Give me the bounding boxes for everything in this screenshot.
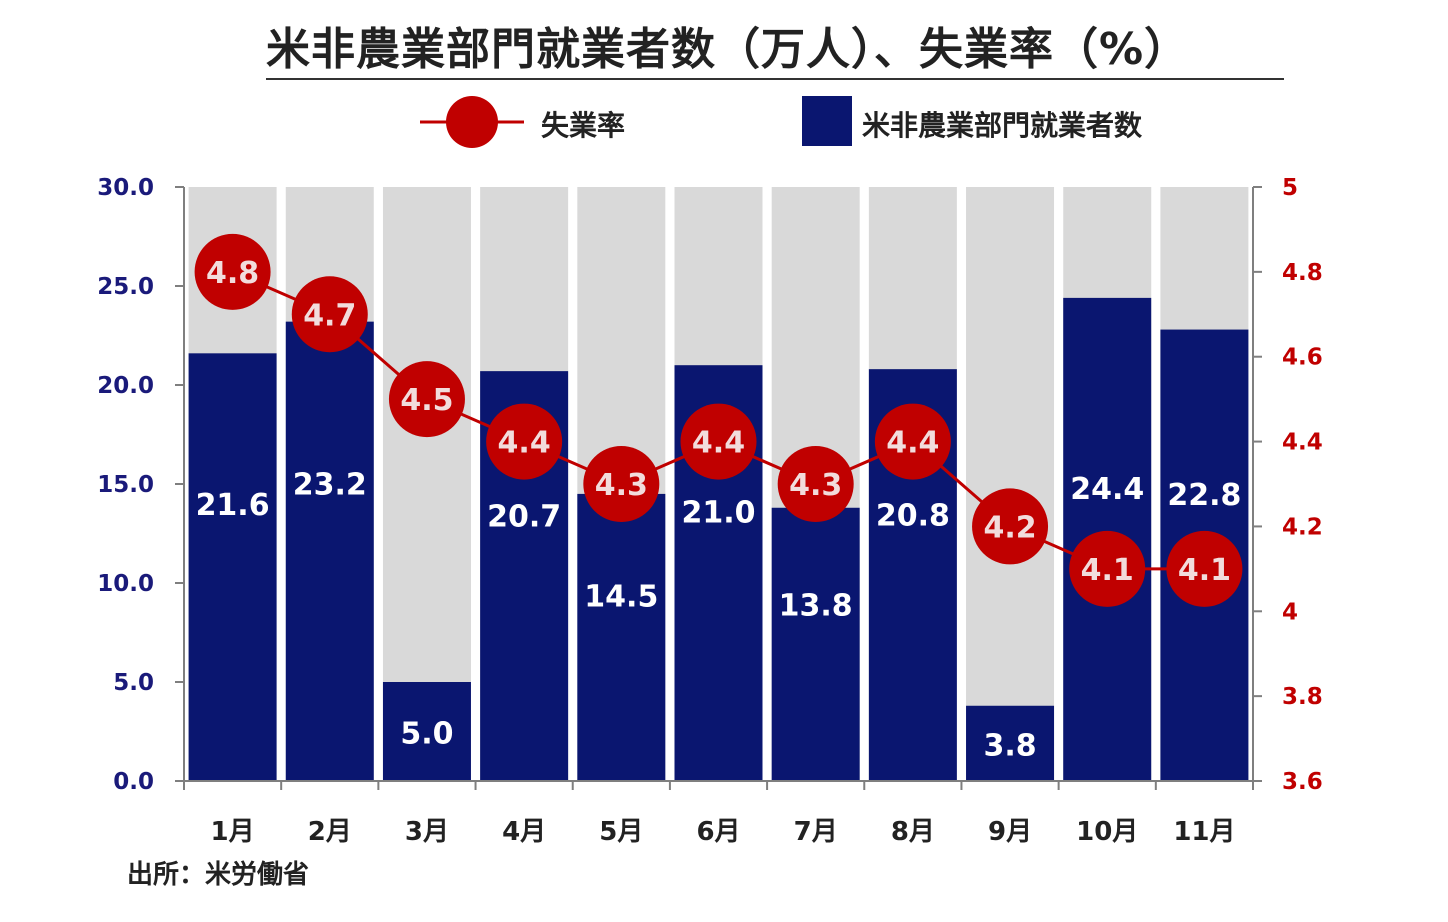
left-tick-label: 30.0 [97,175,154,201]
source-note: 出所：米労働省 [127,860,310,890]
bar-value-label: 5.0 [400,717,453,752]
left-tick-label: 15.0 [97,472,154,498]
right-tick-label: 3.6 [1282,769,1323,795]
left-tick-label: 10.0 [97,571,154,597]
x-tick-label: 5月 [599,817,643,847]
bar-value-label: 22.8 [1167,478,1241,513]
rate-marker-4 [486,403,563,480]
x-tick-label: 10月 [1076,817,1138,847]
rate-value-label: 4.1 [1081,553,1134,588]
rate-marker-3 [388,361,465,438]
rate-marker-1 [194,233,271,310]
bar-value-label: 20.7 [487,500,561,535]
x-tick-label: 2月 [308,817,352,847]
right-tick-label: 4.6 [1282,345,1323,371]
rate-value-label: 4.2 [983,510,1036,545]
bar-series [188,297,1249,781]
legend-bar-swatch [802,96,852,146]
x-tick-label: 11月 [1173,817,1235,847]
legend-label-payrolls: 米非農業部門就業者数 [862,109,1143,142]
x-tick-label: 4月 [502,817,546,847]
chart-title: 米非農業部門就業者数（万人）、失業率（%） [266,22,1284,80]
legend-label-rate: 失業率 [541,109,626,142]
x-tick-label: 3月 [405,817,449,847]
bar-background [966,187,1055,781]
rate-marker-6 [680,403,757,480]
rate-value-label: 4.5 [400,383,453,418]
rate-value-label: 4.4 [498,426,551,461]
legend-marker-swatch [446,96,498,148]
rate-value-label: 4.7 [303,298,356,333]
bar-1 [188,353,277,781]
bar-9 [966,705,1055,781]
axes: 1月 2月 3月 4月 5月 6月 7月 8月 9月 10月 11月 0.0 5.0 10.0 15.0 20… [97,175,1323,847]
rate-marker-2 [291,276,368,353]
rate-marker-5 [583,446,660,522]
bar-7 [771,507,860,781]
bar-5 [577,493,666,781]
bar-2 [285,321,374,781]
left-tick-label: 5.0 [113,670,154,696]
rate-marker-11 [1166,530,1243,607]
bar-value-label: 21.6 [196,488,270,523]
rate-marker-9 [972,488,1049,565]
bar-value-label: 24.4 [1070,472,1144,507]
x-tick-label: 9月 [988,817,1032,847]
right-tick-label: 3.8 [1282,684,1323,710]
x-tick-label: 6月 [696,817,740,847]
data-labels: 21.6 23.2 5.0 20.7 14.5 21.0 13.8 20.8 3.8 24.4 22… [196,467,1242,763]
bar-value-label: 14.5 [584,579,658,614]
left-tick-label: 20.0 [97,373,154,399]
bar-value-label: 13.8 [779,588,853,623]
bar-value-label: 20.8 [876,498,950,533]
bar-value-label: 3.8 [983,728,1036,763]
rate-marker-8 [874,403,951,480]
left-tick-label: 25.0 [97,274,154,300]
rate-marker-10 [1069,530,1146,607]
right-tick-label: 4.2 [1282,514,1323,540]
bar-value-label: 21.0 [681,496,755,531]
rate-value-label: 4.8 [206,256,259,291]
right-tick-label: 5 [1282,175,1298,201]
left-tick-label: 0.0 [113,769,154,795]
legend [420,96,852,148]
rate-value-label: 4.4 [886,426,939,461]
rate-value-label: 4.3 [595,468,648,503]
bar-value-label: 23.2 [293,467,367,502]
right-tick-label: 4 [1282,599,1298,625]
right-tick-label: 4.4 [1282,430,1323,456]
bar-3 [382,682,471,781]
rate-value-label: 4.1 [1178,553,1231,588]
rate-value-label: 4.4 [692,426,745,461]
x-tick-label: 7月 [794,817,838,847]
rate-marker-7 [777,446,854,522]
x-tick-label: 1月 [211,817,255,847]
rate-line-series: 4.8 4.7 4.5 4.4 4.3 4.4 4.3 4.4 4.2 4.1 4.1 [194,233,1243,607]
right-tick-label: 4.8 [1282,260,1323,286]
rate-value-label: 4.3 [789,468,842,503]
x-tick-label: 8月 [891,817,935,847]
